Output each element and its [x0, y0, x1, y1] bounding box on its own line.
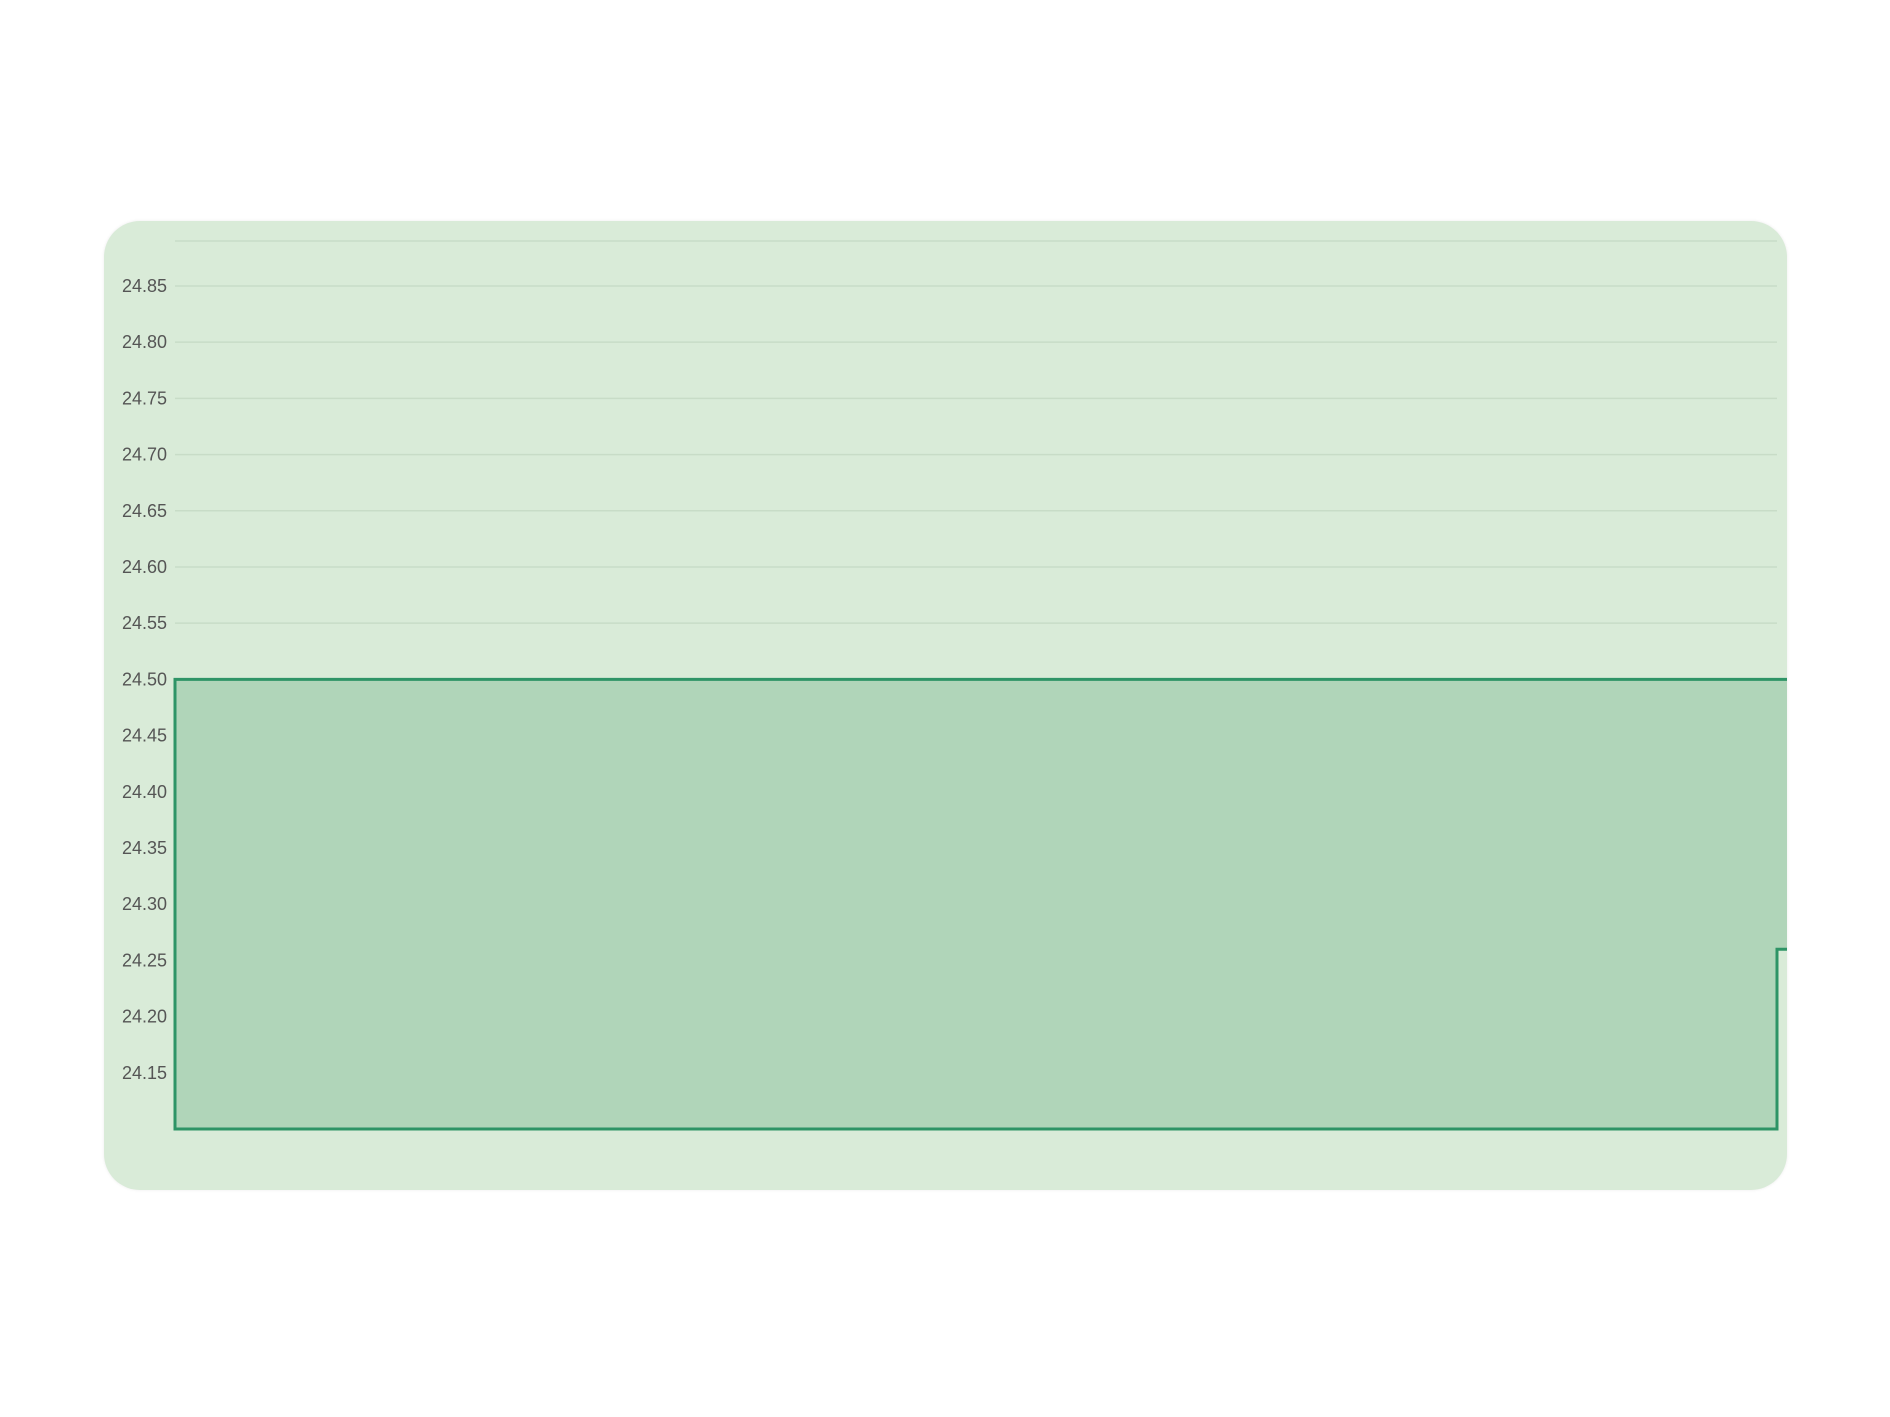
y-tick-label: 24.35: [122, 838, 167, 858]
y-tick-label: 24.40: [122, 782, 167, 802]
y-tick-label: 24.50: [122, 669, 167, 689]
chart-card: 24.15 24.20 24.25 24.30 24.35 24.40 24.45 24.50…: [104, 221, 1787, 1190]
y-axis: 24.15 24.20 24.25 24.30 24.35 24.40 24.45 24.50…: [122, 276, 167, 1083]
y-tick-label: 24.70: [122, 445, 167, 465]
y-tick-label: 24.45: [122, 726, 167, 746]
series-area: [173, 677, 1787, 1131]
y-tick-label: 24.75: [122, 388, 167, 408]
y-tick-label: 24.65: [122, 501, 167, 521]
y-tick-label: 24.55: [122, 613, 167, 633]
area-chart: 24.15 24.20 24.25 24.30 24.35 24.40 24.45 24.50…: [122, 240, 1787, 1131]
y-tick-label: 24.85: [122, 276, 167, 296]
y-tick-label: 24.30: [122, 894, 167, 914]
area-series: [173, 677, 1787, 1131]
y-tick-label: 24.15: [122, 1063, 167, 1083]
y-tick-label: 24.60: [122, 557, 167, 577]
y-tick-label: 24.80: [122, 332, 167, 352]
y-tick-label: 24.20: [122, 1007, 167, 1027]
y-tick-label: 24.25: [122, 950, 167, 970]
